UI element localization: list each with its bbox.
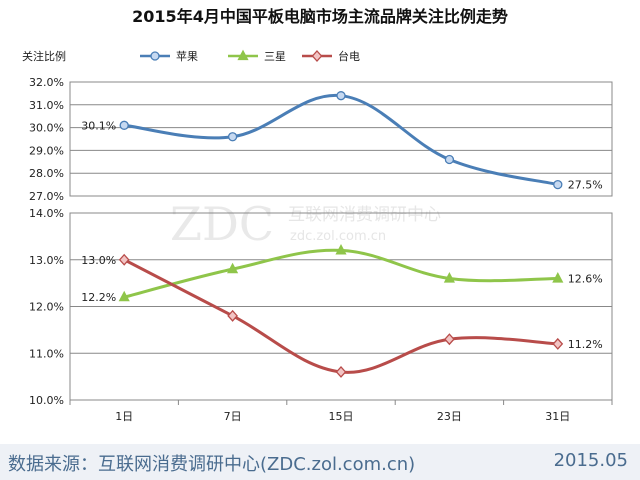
data-label: 11.2% [568,338,603,351]
data-point [118,253,130,266]
legend-marker [237,49,249,61]
legend-marker [150,51,160,61]
data-label: 12.2% [81,291,116,304]
y-axis-label: 关注比例 [22,49,66,63]
watermark: ZDC 互联网消费调研中心 zdc.zol.com.cn [170,197,441,251]
data-point [119,120,129,130]
data-point [118,290,130,302]
y-tick-label: 30.0% [29,122,64,135]
legend-label: 苹果 [176,49,198,63]
data-point [444,154,455,165]
chart-title: 2015年4月中国平板电脑市场主流品牌关注比例走势 [132,7,508,26]
series-line [123,258,558,374]
y-tick-label: 29.0% [29,144,64,157]
data-point [443,272,455,283]
legend-label: 台电 [338,49,360,63]
panel-frame [69,81,613,197]
data-point [336,91,346,101]
series-三星: 12.2% 12.6% [81,244,603,304]
legend-label: 三星 [264,50,286,63]
y-tick-label: 14.0% [29,207,64,220]
data-label: 12.6% [568,272,603,285]
y-tick-label: 32.0% [29,76,64,89]
x-tick-label: 15日 [329,410,354,423]
data-label: 13.0% [81,254,116,267]
x-tick-label: 7日 [224,410,242,423]
data-label: 30.1% [81,119,116,132]
y-tick-label: 28.0% [29,167,64,180]
y-tick-label: 31.0% [29,99,64,112]
x-tick-label: 31日 [545,410,570,423]
data-point [227,132,238,142]
plot-area: 27.0% 28.0% 29.0% 30.0% 31.0% 32.0% 30.1% 27.5%… [29,76,613,423]
y-tick-label: 10.0% [29,394,64,407]
data-point [444,333,455,346]
data-label: 27.5% [568,179,603,192]
legend-marker [311,50,323,62]
data-point [335,365,347,378]
watermark-line2: zdc.zol.com.cn [290,229,386,244]
series-台电: 13.0% 11.2% [81,253,603,378]
data-point [552,337,564,350]
y-tick-label: 13.0% [29,254,64,267]
y-tick-label: 27.0% [29,190,64,203]
series-苹果: 30.1% 27.5% [81,91,603,192]
data-point [552,272,564,283]
legend-item-三星: 三星 [228,49,286,63]
watermark-logo: ZDC [170,197,274,251]
data-point [335,244,347,255]
series-line [124,94,559,187]
legend-item-苹果: 苹果 [140,49,198,63]
footer-source: 数据来源：互联网消费调研中心(ZDC.zol.com.cn) [8,454,416,475]
x-tick-label: 23日 [437,410,462,423]
y-tick-label: 12.0% [29,301,64,314]
legend-item-台电: 台电 [302,49,360,63]
data-point [553,179,563,190]
series-line [123,248,558,299]
data-point [227,309,238,322]
x-tick-label: 1日 [115,410,133,423]
panel-0: 27.0% 28.0% 29.0% 30.0% 31.0% 32.0% 30.1% 27.5% [29,76,613,203]
y-tick-label: 11.0% [29,347,64,360]
data-point [227,262,239,274]
panel-1: 10.0%11.0%12.0%13.0%14.0%12.2%12.6%13.0%… [29,207,613,407]
watermark-line1: 互联网消费调研中心 [288,205,441,225]
footer-bar [0,444,640,480]
legend: 苹果 三星 台电 [140,49,360,63]
footer-date: 2015.05 [553,450,628,471]
